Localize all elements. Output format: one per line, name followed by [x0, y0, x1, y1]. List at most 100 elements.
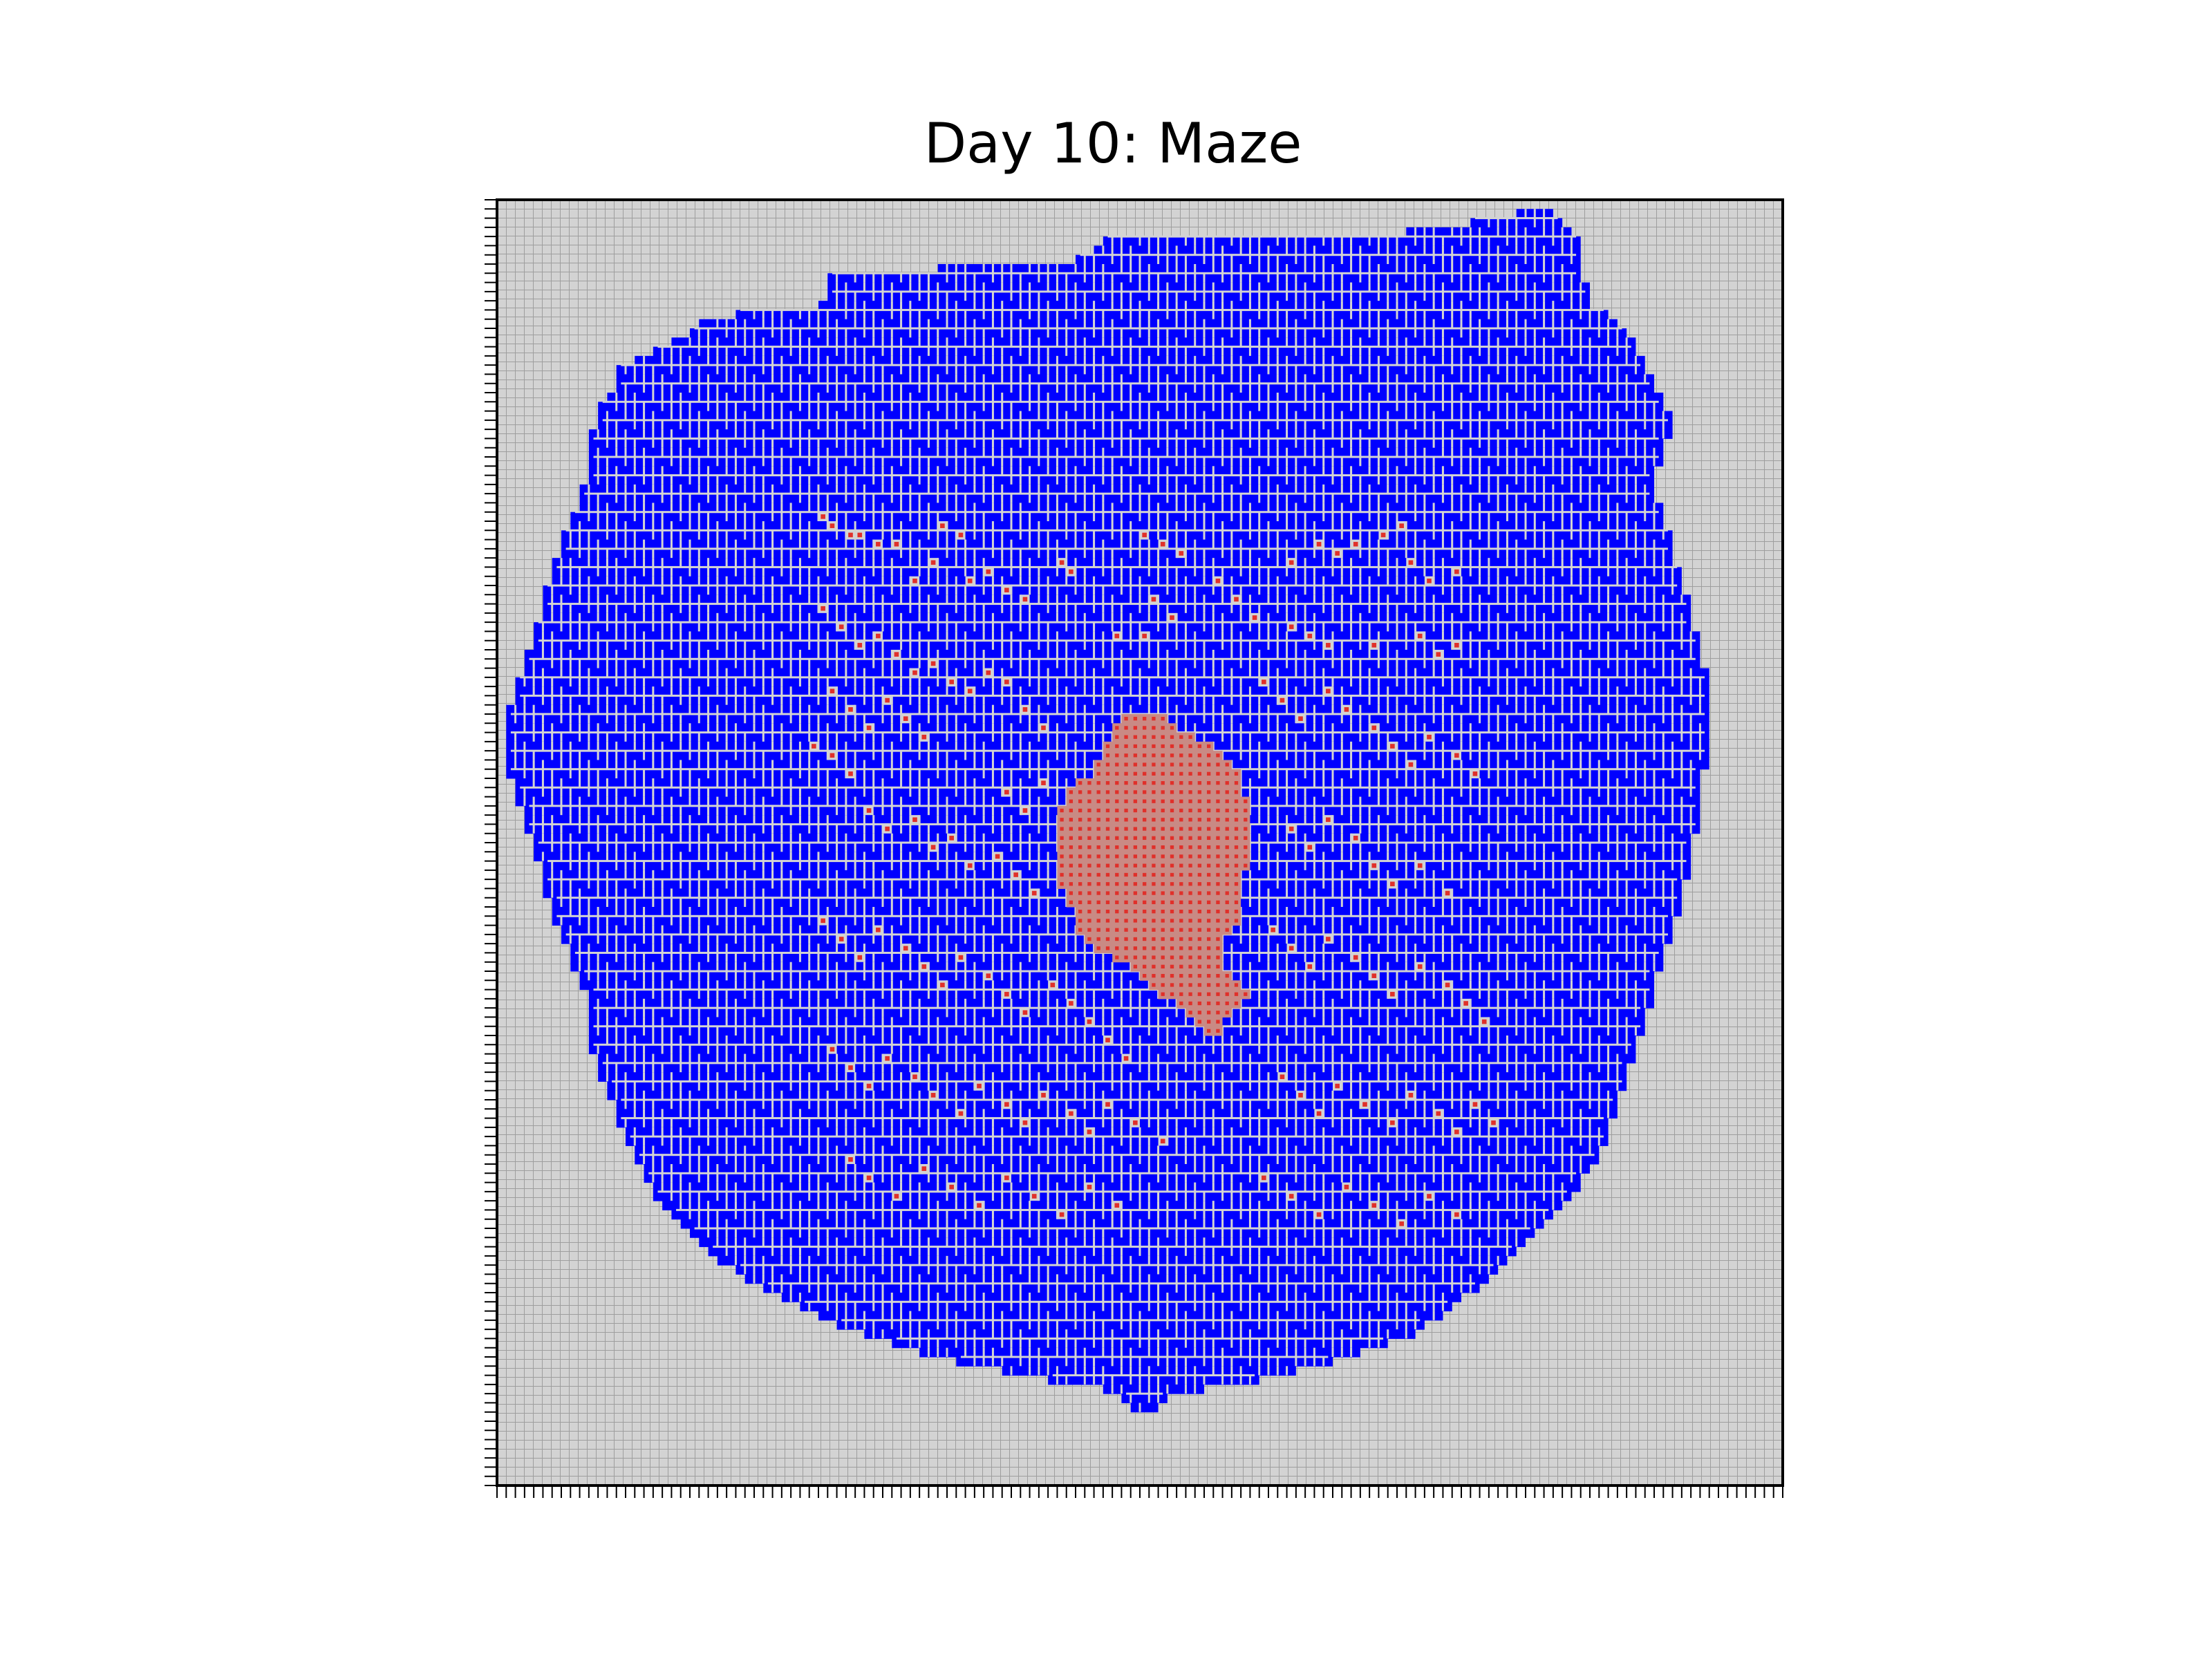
corridor-wall: [606, 530, 608, 540]
corridor-wall: [1120, 475, 1123, 485]
corridor-wall: [863, 447, 865, 457]
corridor-wall: [679, 420, 682, 430]
corridor-wall: [716, 365, 719, 375]
corridor-wall: [1607, 355, 1610, 366]
corridor-wall: [918, 567, 921, 577]
corridor-wall: [1698, 695, 1701, 705]
corridor-wall: [661, 438, 664, 448]
corridor-wall: [541, 650, 544, 659]
corridor-wall: [1634, 640, 1637, 650]
corridor-wall: [937, 567, 939, 577]
corridor-wall: [991, 686, 994, 696]
corridor-wall: [1102, 402, 1105, 411]
corridor-wall: [744, 622, 747, 632]
corridor-wall: [725, 530, 728, 540]
corridor-wall: [734, 503, 737, 512]
corridor-wall: [1203, 475, 1206, 485]
corridor-wall: [1488, 355, 1490, 366]
corridor-wall: [1322, 503, 1325, 512]
corridor-wall: [1138, 466, 1141, 476]
corridor-wall: [1276, 236, 1279, 246]
corridor-wall: [1405, 447, 1407, 457]
loop-row: [735, 310, 1609, 320]
corridor-wall: [991, 393, 994, 402]
corridor-wall: [1634, 612, 1637, 623]
corridor-wall: [1441, 264, 1444, 274]
corridor-wall: [1286, 447, 1288, 457]
corridor-wall: [982, 264, 985, 274]
corridor-wall: [1561, 337, 1564, 347]
corridor-wall: [1515, 337, 1518, 347]
corridor-wall: [1552, 603, 1555, 613]
corridor-wall: [1166, 301, 1169, 310]
corridor-wall: [1313, 503, 1315, 512]
corridor-wall: [1102, 457, 1105, 467]
corridor-wall: [670, 530, 673, 540]
corridor-wall: [927, 438, 930, 448]
corridor-wall: [1120, 521, 1123, 531]
corridor-wall: [1680, 622, 1683, 632]
corridor-wall: [1276, 576, 1279, 585]
loop-row: [570, 512, 1664, 522]
corridor-wall: [1194, 273, 1197, 283]
corridor-wall: [1644, 594, 1647, 604]
corridor-wall: [1111, 466, 1114, 476]
corridor-wall: [1102, 631, 1105, 641]
corridor-wall: [734, 686, 737, 696]
corridor-wall: [1644, 548, 1647, 559]
corridor-wall: [1047, 420, 1049, 430]
corridor-wall: [1083, 273, 1086, 283]
corridor-wall: [900, 273, 903, 283]
corridor-wall: [1506, 539, 1508, 549]
corridor-wall: [789, 622, 792, 632]
corridor-wall: [872, 585, 875, 595]
corridor-wall: [1019, 567, 1022, 577]
corridor-wall: [1286, 631, 1288, 641]
corridor-wall: [560, 686, 563, 696]
corridor-wall: [1258, 631, 1261, 641]
corridor-wall: [1552, 686, 1555, 696]
corridor-wall: [1010, 594, 1013, 604]
corridor-wall: [1561, 695, 1564, 705]
corridor-wall: [1175, 521, 1178, 531]
corridor-wall: [643, 548, 646, 559]
corridor-wall: [1359, 704, 1362, 714]
corridor-wall: [1203, 521, 1206, 531]
corridor-wall: [1111, 438, 1114, 448]
corridor-wall: [1184, 558, 1187, 568]
corridor-wall: [1524, 393, 1527, 402]
corridor-wall: [881, 420, 884, 430]
corridor-wall: [1524, 612, 1527, 623]
corridor-wall: [927, 301, 930, 310]
corridor-wall: [1194, 539, 1197, 549]
corridor-wall: [1102, 245, 1105, 255]
corridor-wall: [1387, 282, 1389, 292]
corridor-wall: [1432, 438, 1435, 448]
corridor-wall: [1597, 723, 1600, 733]
corridor-wall: [1010, 457, 1013, 467]
corridor-wall: [1276, 393, 1279, 402]
corridor-wall: [1340, 254, 1343, 264]
corridor-wall: [1102, 429, 1105, 439]
corridor-wall: [890, 603, 893, 613]
corridor-wall: [1469, 227, 1472, 237]
corridor-wall: [1093, 576, 1096, 585]
corridor-wall: [1570, 503, 1573, 512]
corridor-wall: [679, 594, 682, 604]
corridor-wall: [955, 282, 957, 292]
corridor-wall: [1331, 567, 1334, 577]
corridor-wall: [661, 383, 664, 393]
corridor-wall: [716, 475, 719, 485]
corridor-wall: [1497, 723, 1499, 733]
corridor-wall: [1175, 567, 1178, 577]
corridor-wall: [817, 365, 820, 375]
corridor-wall: [1056, 640, 1058, 650]
corridor-wall: [1533, 612, 1536, 623]
corridor-wall: [1387, 512, 1389, 521]
corridor-wall: [1469, 355, 1472, 366]
corridor-wall: [1138, 301, 1141, 310]
corridor-wall: [1230, 438, 1233, 448]
corridor-wall: [643, 420, 646, 430]
corridor-wall: [1368, 631, 1371, 641]
corridor-wall: [1497, 622, 1499, 632]
